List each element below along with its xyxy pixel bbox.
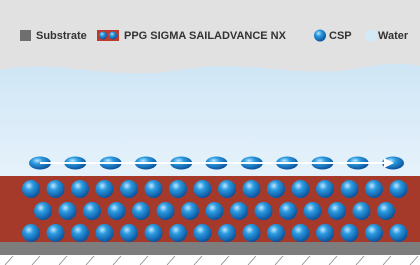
csp-sphere — [47, 180, 65, 198]
csp-sphere — [34, 202, 52, 220]
csp-sphere — [341, 180, 359, 198]
csp-sphere — [218, 224, 236, 242]
diagram: Substrate PPG SIGMA SAILADVANCE NX CSP W… — [0, 0, 420, 265]
legend-label: PPG SIGMA SAILADVANCE NX — [124, 30, 287, 42]
csp-sphere — [255, 202, 273, 220]
csp-sphere — [390, 180, 408, 198]
csp-sphere — [243, 180, 261, 198]
csp-sphere — [22, 224, 40, 242]
legend-label: Substrate — [36, 30, 87, 42]
csp-sphere — [243, 224, 261, 242]
csp-sphere — [194, 180, 212, 198]
legend-label: CSP — [329, 30, 352, 42]
csp-sphere — [96, 180, 114, 198]
csp-sphere — [377, 202, 395, 220]
csp-sphere — [218, 180, 236, 198]
csp-sphere — [59, 202, 77, 220]
csp-sphere — [181, 202, 199, 220]
csp-sphere — [145, 224, 163, 242]
csp-sphere — [341, 224, 359, 242]
csp-sphere — [365, 180, 383, 198]
csp-sphere — [145, 180, 163, 198]
csp-sphere — [316, 180, 334, 198]
csp-sphere — [169, 180, 187, 198]
csp-sphere — [169, 224, 187, 242]
csp-sphere — [120, 180, 138, 198]
csp-sphere — [328, 202, 346, 220]
csp-sphere — [108, 202, 126, 220]
csp-sphere — [157, 202, 175, 220]
csp-sphere — [390, 224, 408, 242]
csp-sphere — [71, 224, 89, 242]
csp-sphere — [353, 202, 371, 220]
csp-sphere — [292, 224, 310, 242]
legend-swatch — [314, 30, 326, 42]
csp-sphere — [230, 202, 248, 220]
csp-sphere — [71, 180, 89, 198]
csp-sphere — [96, 224, 114, 242]
csp-sphere — [132, 202, 150, 220]
legend-swatch — [365, 30, 377, 42]
legend-label: Water — [378, 30, 409, 42]
csp-sphere — [292, 180, 310, 198]
csp-sphere — [22, 180, 40, 198]
csp-sphere — [279, 202, 297, 220]
legend-swatch — [99, 32, 107, 40]
legend-swatch — [109, 32, 117, 40]
csp-sphere — [47, 224, 65, 242]
csp-sphere — [206, 202, 224, 220]
csp-sphere — [83, 202, 101, 220]
csp-sphere — [316, 224, 334, 242]
csp-sphere — [304, 202, 322, 220]
csp-sphere — [120, 224, 138, 242]
csp-sphere — [267, 224, 285, 242]
csp-sphere — [194, 224, 212, 242]
legend-swatch — [20, 30, 31, 41]
csp-sphere — [365, 224, 383, 242]
substrate-layer — [0, 242, 420, 255]
csp-sphere — [267, 180, 285, 198]
